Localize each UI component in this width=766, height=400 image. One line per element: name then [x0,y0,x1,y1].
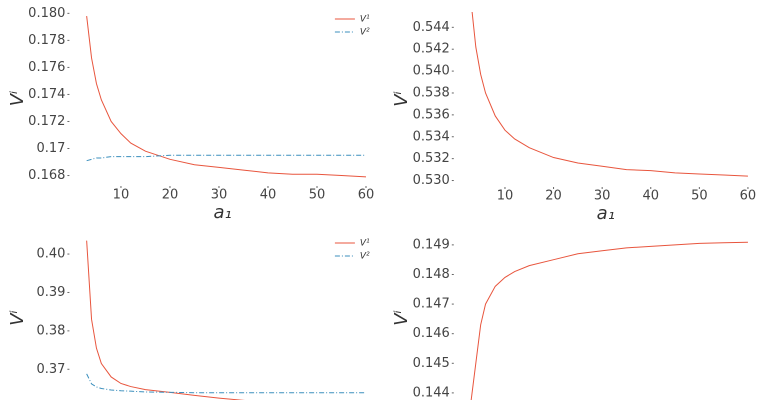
y-tick-label: 0.148 [413,267,450,282]
legend-label: V¹ [360,239,370,249]
y-tick-label: 0.146 [413,326,450,341]
y-tick-label: 0.174 [28,87,65,102]
y-tick-label: 0.17 [36,141,65,156]
x-axis-label: a₁ [214,202,232,223]
y-axis-label: Vⁱ [391,91,412,107]
y-tick-label: 0.40 [36,247,65,262]
x-tick-label: 40 [642,189,659,204]
y-tick-label: 0.39 [36,285,65,300]
x-tick-label: 10 [113,188,130,203]
x-tick-label: 50 [309,188,326,203]
x-tick-label: 40 [260,188,277,203]
y-tick-label: 0.168 [28,168,65,183]
series-line [86,240,246,400]
x-tick-label: 30 [211,188,228,203]
x-tick-label: 60 [740,189,757,204]
y-tick-label: 0.172 [28,114,65,129]
y-tick-label: 0.145 [413,356,450,371]
x-tick-label: 10 [497,189,514,204]
y-tick-label: 0.176 [28,60,65,75]
y-tick-label: 0.534 [413,129,450,144]
y-tick-label: 0.536 [413,107,450,122]
y-tick-label: 0.540 [413,64,450,79]
series-line [471,12,748,177]
y-tick-label: 0.37 [36,362,65,377]
y-axis-label: Vⁱ [7,91,28,107]
x-tick-label: 50 [691,189,708,204]
x-tick-label: 30 [594,189,611,204]
y-tick-label: 0.144 [413,385,450,400]
y-tick-label: 0.538 [413,85,450,100]
series-line [86,15,367,178]
x-axis-label: a₁ [597,203,615,224]
x-tick-label: 20 [545,189,562,204]
y-tick-label: 0.178 [28,33,65,48]
y-axis-label: Vⁱ [7,310,28,326]
x-tick-label: 60 [358,188,375,203]
y-tick-label: 0.532 [413,151,450,166]
series-line [470,241,748,400]
y-tick-label: 0.38 [36,323,65,338]
legend-label: V² [360,252,370,262]
y-tick-label: 0.530 [413,173,450,188]
y-tick-label: 0.149 [413,237,450,252]
legend-label: V¹ [360,15,370,25]
x-tick-label: 20 [162,188,179,203]
y-axis-label: Vⁱ [391,310,412,326]
series-line [86,373,366,394]
y-tick-label: 0.544 [413,20,450,35]
series-line [86,154,366,162]
legend-label: V² [360,28,370,38]
y-tick-label: 0.180 [28,6,65,21]
y-tick-label: 0.147 [413,297,450,312]
y-tick-label: 0.542 [413,42,450,57]
